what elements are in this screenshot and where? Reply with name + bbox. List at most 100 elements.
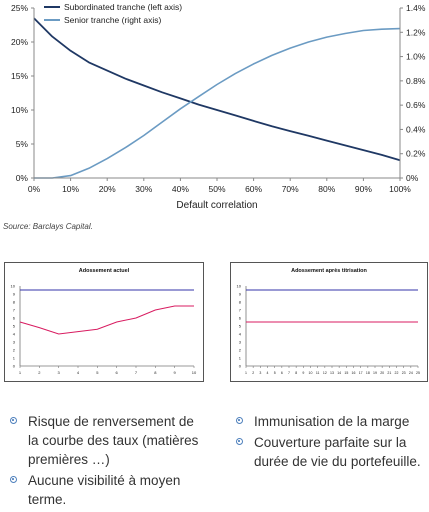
- right-axis-ticks: 0% 0.2% 0.4% 0.6% 0.8% 1.0% 1.2% 1.4%: [400, 3, 426, 183]
- source-note: Source: Barclays Capital.: [3, 222, 93, 231]
- x-axis-tick-label: 70%: [282, 184, 299, 194]
- x-axis-tick-label: 10: [309, 371, 313, 375]
- y-axis-tick-label: 0: [13, 364, 16, 369]
- left-axis-tick-label: 15%: [11, 71, 28, 81]
- y-axis-tick-label: 5: [239, 324, 242, 329]
- subordinated-tranche-line: [33, 17, 401, 162]
- chart-border: [4, 262, 204, 382]
- right-axis-tick-label: 1.4%: [406, 3, 426, 13]
- x-axis-tick-label: 10%: [62, 184, 79, 194]
- lower-line: [19, 305, 194, 335]
- chart-title: Adossement actuel: [79, 268, 130, 274]
- x-axis-tick-label: 17: [359, 371, 363, 375]
- x-axis-tick-label: 4: [267, 371, 269, 375]
- x-axis-tick-label: 80%: [318, 184, 335, 194]
- x-axis-tick-label: 24: [409, 371, 413, 375]
- bullet-text: Aucune visibilité à moyen terme.: [28, 473, 181, 507]
- y-axis-tick-label: 7: [239, 308, 242, 313]
- bullet-item: Immunisation de la marge: [232, 412, 428, 431]
- x-axis-tick-label: 100%: [389, 184, 411, 194]
- left-axis-tick-label: 0%: [16, 173, 29, 183]
- y-axis-tick-label: 10: [11, 284, 16, 289]
- x-axis-tick-label: 6: [281, 371, 283, 375]
- x-axis-tick-label: 16: [352, 371, 356, 375]
- x-axis-tick-label: 7: [135, 370, 138, 375]
- bullet-text: Immunisation de la marge: [254, 414, 410, 429]
- bullet-list-right: Immunisation de la marge Couverture parf…: [232, 412, 428, 473]
- x-axis-label: Default correlation: [176, 200, 257, 211]
- y-axis-tick-label: 3: [13, 340, 16, 345]
- y-axis-tick-label: 3: [239, 340, 242, 345]
- x-axis-tick-label: 50%: [208, 184, 225, 194]
- bullet-icon: [236, 417, 243, 424]
- chart-title: Adossement après titrisation: [291, 268, 367, 274]
- x-axis-tick-label: 14: [337, 371, 341, 375]
- legend-label: Senior tranche (right axis): [64, 15, 161, 25]
- right-axis-tick-label: 1.2%: [406, 27, 426, 37]
- bullet-text: Couverture parfaite sur la durée de vie …: [254, 435, 421, 469]
- x-axis-tick-label: 30%: [135, 184, 152, 194]
- x-axis-tick-label: 12: [323, 371, 327, 375]
- y-axis-tick-label: 2: [239, 348, 242, 353]
- x-axis-tick-label: 9: [302, 371, 304, 375]
- adossement-apres-titrisation-chart: Adossement après titrisation012345678910…: [230, 262, 428, 382]
- bullet-icon: [10, 417, 17, 424]
- correlation-chart: 0% 5% 10% 15% 20% 25% 0% 0.2% 0.4% 0.6% 0.8% 1.0% 1…: [3, 2, 426, 231]
- x-axis-tick-label: 1: [19, 370, 22, 375]
- x-axis-tick-label: 11: [316, 371, 320, 375]
- bullet-item: Couverture parfaite sur la durée de vie …: [232, 433, 428, 471]
- y-axis-tick-label: 9: [13, 292, 16, 297]
- x-axis-tick-label: 9: [174, 370, 177, 375]
- x-axis-tick-label: 8: [295, 371, 297, 375]
- right-axis-tick-label: 0.2%: [406, 149, 426, 159]
- y-axis-tick-label: 2: [13, 348, 16, 353]
- y-axis-tick-label: 6: [13, 316, 16, 321]
- x-axis-tick-label: 1: [245, 371, 247, 375]
- x-axis-tick-label: 20: [380, 371, 384, 375]
- bullet-list-left: Risque de renversement de la courbe des …: [6, 412, 206, 511]
- y-axis-tick-label: 9: [239, 292, 242, 297]
- x-axis-tick-label: 3: [58, 370, 61, 375]
- left-axis-tick-label: 20%: [11, 37, 28, 47]
- senior-tranche-line: [34, 27, 401, 179]
- legend-label: Subordinated tranche (left axis): [64, 2, 182, 12]
- x-axis-tick-label: 40%: [172, 184, 189, 194]
- x-axis-tick-label: 2: [252, 371, 254, 375]
- x-axis-tick-label: 60%: [245, 184, 262, 194]
- left-axis-tick-label: 10%: [11, 105, 28, 115]
- x-axis-tick-label: 3: [259, 371, 261, 375]
- right-axis-tick-label: 0.6%: [406, 100, 426, 110]
- y-axis-tick-label: 8: [239, 300, 242, 305]
- left-axis-tick-label: 5%: [16, 139, 29, 149]
- x-axis-tick-label: 22: [395, 371, 399, 375]
- y-axis-tick-label: 7: [13, 308, 16, 313]
- x-axis-tick-label: 6: [116, 370, 119, 375]
- right-axis-tick-label: 0.4%: [406, 124, 426, 134]
- y-axis-tick-label: 0: [239, 364, 242, 369]
- y-axis-tick-label: 10: [237, 284, 242, 289]
- x-axis-ticks: 0% 10% 20% 30% 40% 50% 60% 70% 80% 90% 100%: [28, 178, 411, 194]
- x-axis-tick-label: 18: [366, 371, 370, 375]
- y-axis-tick-label: 1: [13, 356, 16, 361]
- x-axis-tick-label: 23: [402, 371, 406, 375]
- x-axis-tick-label: 4: [77, 370, 80, 375]
- bullet-icon: [236, 438, 243, 445]
- x-axis-tick-label: 19: [373, 371, 377, 375]
- y-axis-tick-label: 1: [239, 356, 242, 361]
- y-axis-tick-label: 4: [239, 332, 242, 337]
- bullet-icon: [10, 476, 17, 483]
- x-axis-tick-label: 2: [38, 370, 41, 375]
- y-axis-tick-label: 6: [239, 316, 242, 321]
- y-axis-tick-label: 4: [13, 332, 16, 337]
- y-axis-tick-label: 5: [13, 324, 16, 329]
- bullet-item: Risque de renversement de la courbe des …: [6, 412, 206, 469]
- x-axis-tick-label: 8: [154, 370, 157, 375]
- x-axis-tick-label: 7: [288, 371, 290, 375]
- y-axis-tick-label: 8: [13, 300, 16, 305]
- x-axis-tick-label: 5: [96, 370, 99, 375]
- right-axis-tick-label: 0%: [406, 173, 419, 183]
- x-axis-tick-label: 13: [330, 371, 334, 375]
- legend: Subordinated tranche (left axis) Senior t…: [44, 2, 182, 25]
- x-axis-tick-label: 90%: [355, 184, 372, 194]
